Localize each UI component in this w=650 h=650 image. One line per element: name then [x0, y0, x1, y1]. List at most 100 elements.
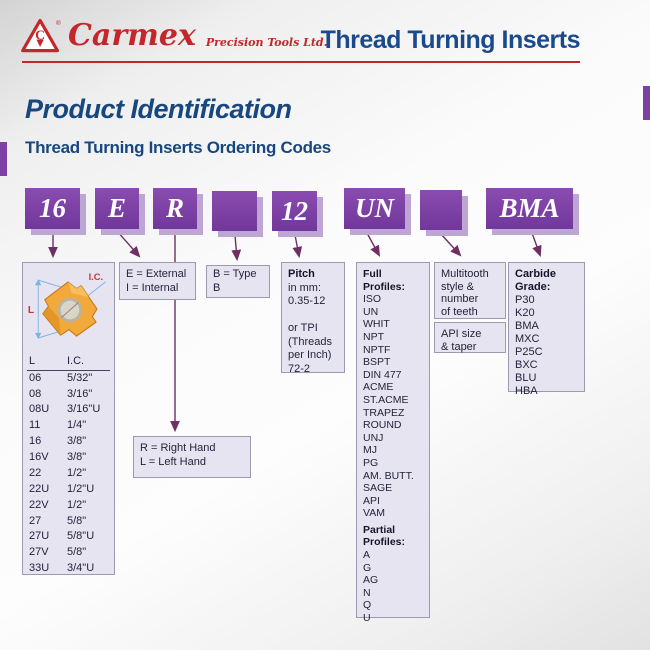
svg-text:®: ® [56, 19, 61, 27]
table-row: 08U 3/16"U [29, 403, 101, 416]
col-header-l: L [27, 355, 65, 371]
table-row: 06 5/32" [29, 371, 93, 384]
legend-line: I = Internal [126, 281, 179, 294]
pitch-line: in mm: [288, 281, 321, 294]
full-profiles-title: Full [363, 268, 382, 280]
profile-item: PG [363, 456, 379, 469]
carbide-grade-item: K20 [515, 307, 535, 319]
pitch-line: or TPI [288, 322, 318, 334]
dim-ic-label: I.C. [89, 272, 104, 282]
pitch-line [288, 309, 338, 323]
document-title: Thread Turning Inserts [320, 26, 581, 54]
carbide-grade-title: Grade: [515, 281, 551, 293]
size-table-header-row: L I.C. [27, 355, 110, 371]
table-row: 22V 1/2" [29, 498, 87, 511]
table-row: 33U 3/4"U [29, 562, 95, 575]
full-profiles-title: Profiles: [363, 280, 406, 293]
page-subtitle: Thread Turning Inserts Ordering Codes [25, 138, 331, 157]
legend-line: API size [441, 328, 482, 340]
code-box-pitch: 12 [272, 191, 317, 231]
carbide-grade-item: MXC [515, 333, 540, 345]
code-box-multitooth [420, 190, 462, 230]
code-box-size: 16 [25, 188, 80, 229]
profile-item: ISO [363, 293, 382, 306]
legend-insert-size: L I.C. L I.C. 06 5/32" 08 [22, 262, 115, 575]
legend-line: B = Type B [213, 268, 257, 294]
profile-item: API [363, 494, 380, 507]
profile-item: U [363, 612, 371, 625]
profile-item: BSPT [363, 356, 391, 369]
legend-hand: R = Right Hand L = Left Hand [133, 436, 251, 478]
profile-item: N [363, 586, 371, 599]
legend-api-size: API size & taper [434, 322, 506, 353]
code-box-external-internal: E [95, 188, 139, 229]
profile-item: UNJ [363, 431, 384, 444]
legend-line: L = Left Hand [140, 455, 206, 468]
legend-line: R = Right Hand [140, 442, 216, 454]
legend-line: number [441, 293, 479, 305]
legend-pitch: Pitch in mm: 0.35-12 or TPI (Threads per Inc… [281, 262, 345, 375]
profile-item: NPT [363, 330, 384, 343]
pitch-title: Pitch [288, 268, 315, 280]
left-edge-accent [0, 142, 7, 176]
table-row: 22 1/2" [29, 466, 87, 479]
table-row: 22U 1/2"U [29, 482, 95, 495]
legend-profiles: Full Profiles: ISO UN WHIT NPT NPTF BSPT DIN 47… [356, 262, 430, 624]
pitch-line: 72-2 [288, 362, 311, 375]
legend-multitooth: Multitooth style & number of teeth [434, 262, 506, 319]
pitch-line: per Inch) [288, 349, 332, 361]
profile-item: AG [363, 574, 379, 587]
carmex-triangle-icon: C ® [21, 18, 61, 53]
carbide-grade-title: Carbide [515, 268, 556, 280]
legend-line: Multitooth [441, 268, 489, 280]
insert-size-table: L I.C. 06 5/32" 08 3/16" [27, 355, 110, 577]
carbide-grade-item: HBA [515, 385, 538, 397]
legend-external-internal: E = External I = Internal [119, 262, 196, 300]
profile-item: DIN 477 [363, 368, 402, 381]
profile-item: A [363, 549, 371, 562]
profile-item: AM. BUTT. [363, 469, 414, 482]
profile-item: ACME [363, 381, 394, 394]
carbide-grade-item: BLU [515, 372, 537, 384]
table-row: 08 3/16" [29, 387, 93, 400]
pitch-line: 0.35-12 [288, 295, 326, 307]
code-box-hand: R [153, 188, 197, 229]
code-box-type [212, 191, 257, 231]
svg-text:C: C [35, 28, 45, 43]
code-box-profile: UN [344, 188, 405, 229]
col-header-ic: I.C. [65, 355, 110, 371]
profile-item: WHIT [363, 318, 390, 331]
legend-line: style & [441, 280, 475, 293]
page-title: Product Identification [25, 94, 292, 124]
carbide-grade-item: BXC [515, 359, 538, 371]
table-row: 27V 5/8" [29, 546, 87, 559]
legend-line: of teeth [441, 305, 478, 318]
profile-item: Q [363, 599, 372, 612]
partial-profiles-title: Profiles: [363, 536, 406, 549]
profile-item: ROUND [363, 419, 402, 432]
carbide-grade-item: P25C [515, 346, 543, 358]
table-row: 16V 3/8" [29, 451, 87, 464]
code-box-grade: BMA [486, 188, 573, 229]
profile-item: VAM [363, 507, 385, 520]
dim-l-label: L [28, 305, 34, 316]
legend-carbide-grade: Carbide Grade: P30 K20 BMA MXC P25C BXC BLU HBA [508, 262, 585, 397]
table-row: 27 5/8" [29, 514, 87, 527]
brand-subtitle: Precision Tools Ltd. [205, 35, 328, 49]
right-edge-accent [643, 86, 650, 120]
table-row: 16 3/8" [29, 435, 87, 448]
profile-item: G [363, 561, 372, 574]
partial-profiles-title: Partial [363, 523, 396, 536]
legend-line: & taper [441, 340, 477, 353]
brand-logo: C ® Carmex Precision Tools Ltd. [20, 16, 327, 56]
insert-diagram: L I.C. [28, 272, 106, 340]
table-row: 11 1/4" [29, 419, 87, 432]
profile-item: SAGE [363, 482, 393, 495]
profile-item: MJ [363, 444, 377, 457]
profile-item: NPTF [363, 343, 391, 356]
profile-item: TRAPEZ [363, 406, 405, 419]
legend-type-b: B = Type B [206, 265, 270, 298]
legend-line: E = External [126, 268, 187, 280]
carbide-grade-item: P30 [515, 294, 535, 306]
